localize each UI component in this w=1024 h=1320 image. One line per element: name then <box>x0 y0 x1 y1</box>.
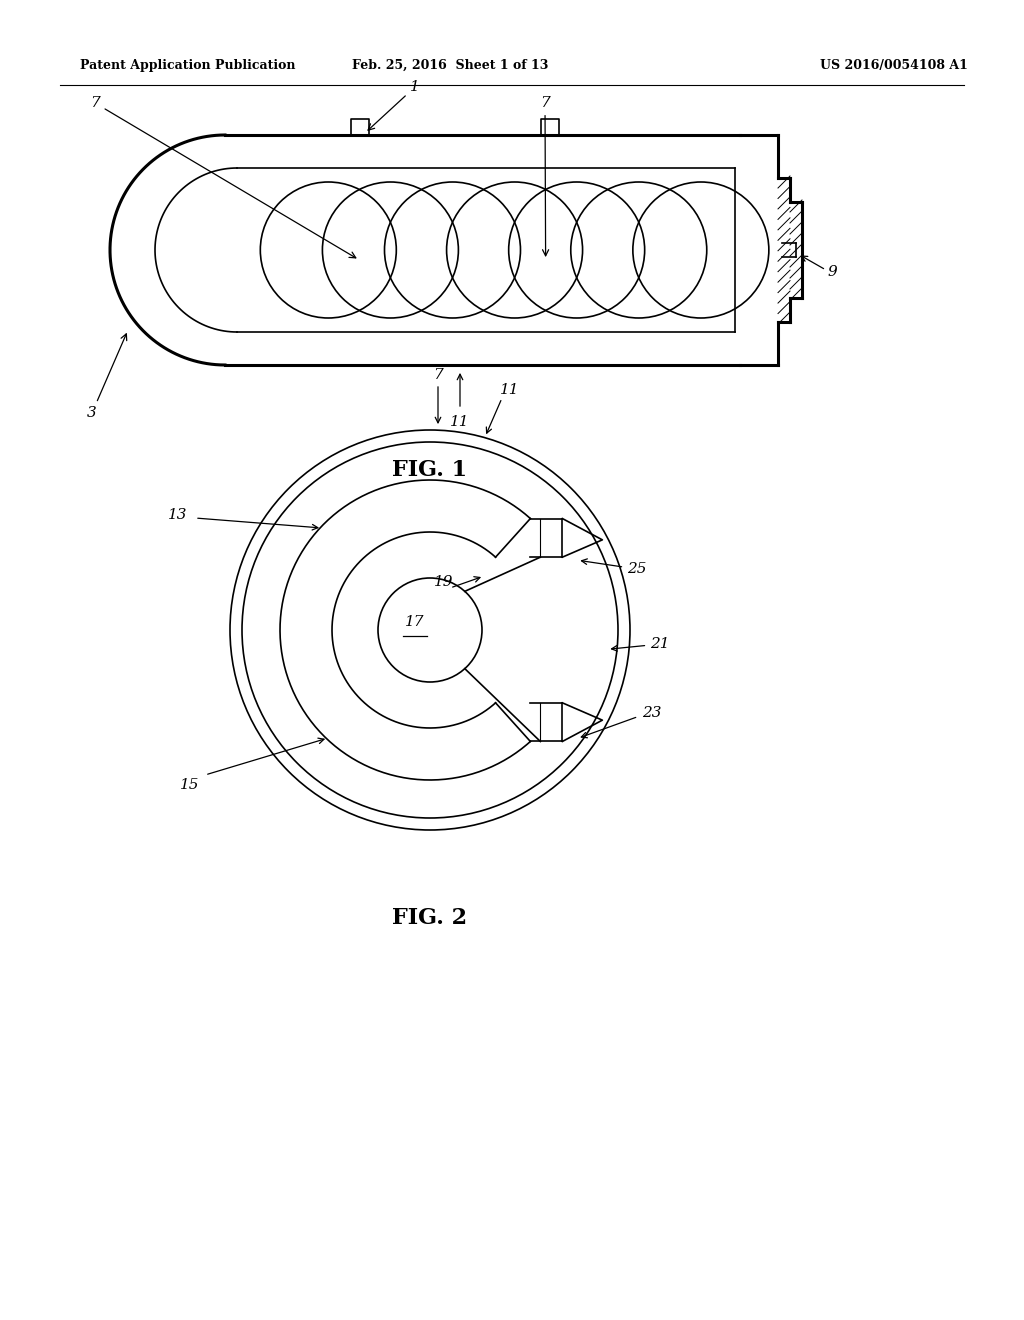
Text: 7: 7 <box>540 96 550 256</box>
Text: 3: 3 <box>87 334 127 420</box>
Text: 13: 13 <box>168 508 187 521</box>
Text: 19: 19 <box>434 576 454 589</box>
Text: 7: 7 <box>433 368 442 381</box>
Text: 7: 7 <box>90 96 355 257</box>
Text: 17: 17 <box>406 615 425 630</box>
Text: 15: 15 <box>180 777 200 792</box>
Text: 1: 1 <box>368 81 420 131</box>
Text: 11: 11 <box>451 414 470 429</box>
Text: FIG. 1: FIG. 1 <box>392 459 468 480</box>
Text: FIG. 2: FIG. 2 <box>392 907 468 929</box>
Text: 23: 23 <box>642 706 662 721</box>
Text: US 2016/0054108 A1: US 2016/0054108 A1 <box>820 58 968 71</box>
Text: 11: 11 <box>501 383 520 397</box>
Text: Feb. 25, 2016  Sheet 1 of 13: Feb. 25, 2016 Sheet 1 of 13 <box>352 58 548 71</box>
Text: 9: 9 <box>828 265 838 279</box>
Text: Patent Application Publication: Patent Application Publication <box>80 58 296 71</box>
Text: 25: 25 <box>628 562 647 576</box>
Text: 21: 21 <box>650 638 670 651</box>
